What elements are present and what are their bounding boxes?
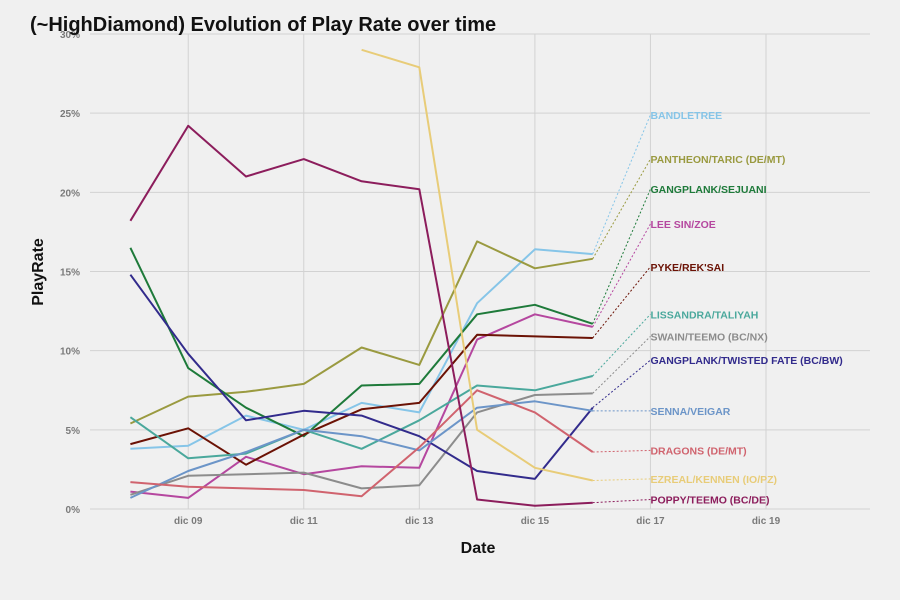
leader-line [592, 336, 651, 394]
x-tick-label: dic 11 [290, 516, 318, 527]
x-axis-ticks: dic 09 dic 11 dic 13 dic 15 dic 17 dic 19 [174, 516, 781, 527]
y-tick-label: 0% [66, 505, 81, 516]
x-tick-label: dic 09 [174, 516, 203, 527]
series-labels: BANDLETREE PANTHEON/TARIC (DE/MT) GANGPLAN… [650, 110, 842, 507]
leader-line [592, 266, 651, 339]
series-label: PANTHEON/TARIC (DE/MT) [650, 154, 785, 166]
x-tick-label: dic 15 [521, 516, 550, 527]
series-lines [129, 48, 594, 507]
series-line [130, 333, 593, 466]
leader-line [592, 449, 651, 453]
chart-title: (~HighDiamond) Evolution of Play Rate ov… [30, 14, 496, 36]
leader-line [592, 188, 651, 324]
leader-line [592, 499, 651, 504]
y-tick-label: 15% [60, 268, 80, 279]
y-axis-ticks: 0% 5% 10% 15% 20% 25% 30% [60, 30, 80, 516]
series-line [361, 48, 593, 482]
y-tick-label: 20% [60, 188, 80, 199]
series-label: LISSANDRA/TALIYAH [650, 309, 758, 321]
x-tick-label: dic 13 [405, 516, 434, 527]
x-tick-label: dic 17 [636, 516, 665, 527]
series-line [130, 392, 593, 496]
leader-line [592, 158, 651, 260]
label-leader-lines [592, 114, 651, 504]
grid-lines [90, 33, 870, 510]
series-label: BANDLETREE [650, 110, 722, 122]
leader-line [592, 359, 651, 409]
series-line [129, 124, 593, 507]
series-label: EZREAL/KENNEN (IO/PZ) [650, 474, 777, 486]
leader-line [592, 223, 651, 328]
series-label: GANGPLANK/SEJUANI [650, 184, 766, 196]
leader-line [592, 114, 651, 255]
series-line [129, 247, 594, 438]
x-tick-label: dic 19 [752, 516, 781, 527]
x-axis-title: Date [461, 540, 496, 557]
series-line [129, 375, 593, 460]
series-line [129, 240, 593, 425]
y-axis-title: PlayRate [30, 238, 47, 306]
series-line [129, 274, 594, 480]
y-tick-label: 5% [66, 426, 81, 437]
series-line [130, 313, 593, 499]
y-tick-label: 10% [60, 347, 80, 358]
series-label: DRAGONS (DE/MT) [650, 445, 746, 457]
series-line [130, 389, 594, 498]
series-line [130, 248, 593, 450]
y-tick-label: 30% [60, 30, 80, 41]
series-label: SWAIN/TEEMO (BC/NX) [650, 331, 767, 343]
series-label: LEE SIN/ZOE [650, 219, 715, 231]
series-label: GANGPLANK/TWISTED FATE (BC/BW) [650, 355, 842, 367]
series-label: PYKE/REK'SAI [650, 262, 724, 274]
leader-line [592, 478, 651, 481]
series-line [129, 400, 593, 499]
y-tick-label: 25% [60, 109, 80, 120]
series-label: SENNA/VEIGAR [650, 406, 730, 418]
series-label: POPPY/TEEMO (BC/DE) [650, 495, 769, 507]
